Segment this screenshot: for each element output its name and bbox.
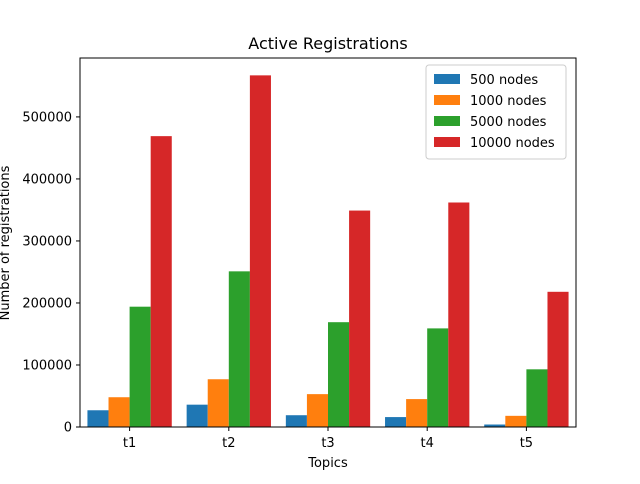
legend-box [425, 64, 567, 160]
y-axis-label: Number of registrations [0, 165, 13, 320]
x-tick-label: t5 [520, 436, 533, 451]
legend-swatch [434, 137, 460, 147]
bar-t2-series-3 [228, 271, 250, 427]
chart-title: Active Registrations [248, 34, 407, 53]
y-tick-label: 0 [64, 421, 72, 436]
y-tick-label: 500000 [22, 110, 72, 125]
y-tick-label: 200000 [22, 296, 72, 311]
bar-t5-series-4 [547, 291, 569, 427]
bar-t4-series-4 [448, 202, 470, 427]
bar-t4-series-1 [385, 417, 407, 427]
legend-label: 5000 nodes [470, 115, 547, 130]
x-tick-label: t3 [321, 436, 334, 451]
bar-t3-series-2 [306, 394, 328, 427]
bar-t2-series-2 [207, 379, 229, 427]
plot-area: t1 t2 t3 t4 t5 0 100000 200000 300000 400000 50000… [22, 57, 577, 451]
bar-t1-series-2 [108, 397, 130, 427]
legend-label: 10000 nodes [470, 136, 555, 151]
x-tick-label: t1 [123, 436, 136, 451]
y-tick-label: 400000 [22, 172, 72, 187]
bar-t4-series-2 [406, 399, 428, 427]
bar-t3-series-4 [349, 210, 371, 427]
bar-t1-series-3 [129, 306, 151, 427]
legend-label: 1000 nodes [470, 94, 547, 109]
y-tick-label: 100000 [22, 358, 72, 373]
bar-t1-series-4 [150, 136, 172, 427]
bar-t5-series-2 [505, 415, 527, 427]
plot-frame [79, 57, 577, 428]
legend: 500 nodes 1000 nodes 5000 nodes 10000 nodes [425, 64, 567, 160]
bar-t2-series-1 [186, 404, 208, 427]
bar-t4-series-3 [427, 328, 449, 427]
bar-t3-series-1 [285, 415, 307, 427]
legend-swatch [434, 74, 460, 84]
y-tick-label: 300000 [22, 234, 72, 249]
bar-t5-series-3 [526, 369, 548, 427]
bar-t3-series-3 [328, 322, 350, 427]
bar-t1-series-1 [87, 410, 109, 427]
x-axis-label: Topics [307, 456, 348, 471]
legend-swatch [434, 95, 460, 105]
bar-t2-series-4 [249, 75, 271, 428]
x-tick-label: t4 [421, 436, 434, 451]
x-tick-label: t2 [222, 436, 235, 451]
bar-t5-series-1 [484, 424, 506, 427]
legend-swatch [434, 116, 460, 126]
legend-label: 500 nodes [470, 73, 538, 88]
